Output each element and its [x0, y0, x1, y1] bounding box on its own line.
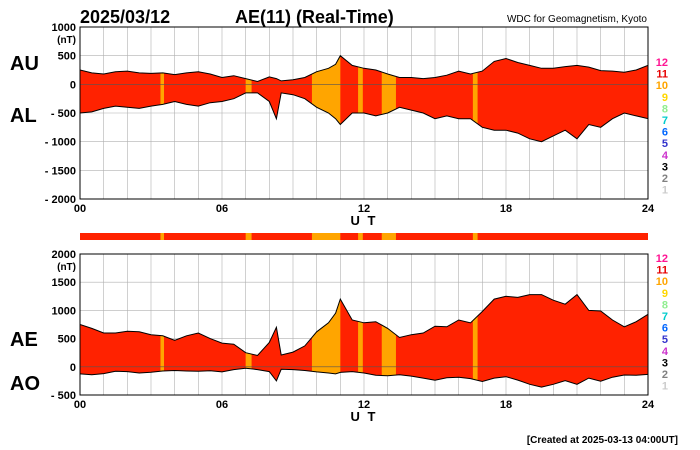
legend-count-6: 6 — [662, 127, 668, 139]
y-tick-label: - 2000 — [45, 194, 76, 206]
legend-count-7: 7 — [662, 115, 668, 127]
y-tick-label: 1000 — [52, 22, 76, 34]
legend-count-5: 5 — [662, 334, 668, 346]
legend-count-1: 1 — [662, 381, 668, 393]
chart-title: AE(11) (Real-Time) — [235, 7, 394, 27]
legend-count-2: 2 — [662, 369, 668, 381]
y-tick-label: 1500 — [52, 277, 76, 289]
station-bar-highlight — [381, 233, 396, 240]
station-bar-highlight — [358, 233, 363, 240]
x-tick-label: 24 — [642, 203, 655, 215]
highlight-band — [358, 294, 363, 388]
y-tick-label: - 500 — [51, 108, 76, 120]
plot-frame — [79, 253, 649, 396]
series-line-al — [80, 92, 648, 143]
legend-count-11: 11 — [656, 265, 668, 277]
series-line-ae — [80, 293, 648, 357]
legend-count-11: 11 — [656, 69, 668, 81]
side-label-ae: AE — [10, 329, 38, 351]
side-label-al: AL — [10, 105, 37, 127]
legend-count-9: 9 — [662, 288, 668, 300]
side-label-ao: AO — [10, 373, 40, 395]
area-fill — [80, 294, 648, 388]
y-tick-label: 1000 — [52, 305, 76, 317]
x-tick-label: 12 — [358, 399, 370, 411]
y-tick-label: - 1500 — [45, 165, 76, 177]
side-label-au: AU — [10, 53, 39, 75]
legend-count-8: 8 — [662, 299, 668, 311]
y-tick-label: - 1000 — [45, 137, 76, 149]
legend-count-1: 1 — [662, 185, 668, 197]
legend-count-10: 10 — [656, 80, 668, 92]
legend-count-2: 2 — [662, 173, 668, 185]
y-unit-label: (nT) — [57, 35, 76, 46]
legend-count-12: 12 — [656, 253, 668, 265]
legend-count-5: 5 — [662, 138, 668, 150]
series-line-au — [80, 54, 648, 83]
legend-count-3: 3 — [662, 357, 668, 369]
legend-count-3: 3 — [662, 161, 668, 173]
station-bar-highlight — [472, 233, 478, 240]
y-tick-label: 500 — [58, 334, 76, 346]
x-tick-label: 18 — [500, 399, 512, 411]
ae-ao-panel: 2000 1500 1000 500 0 - 500 (nT) 00 06 12 18 24 U T AE… — [10, 249, 655, 424]
x-axis-label: U T — [351, 213, 378, 228]
x-axis-label: U T — [351, 409, 378, 424]
x-tick-label: 06 — [216, 203, 228, 215]
legend-count-4: 4 — [662, 346, 669, 358]
station-bar-base — [80, 233, 648, 240]
legend-count-8: 8 — [662, 103, 668, 115]
highlight-band — [160, 294, 165, 388]
y-tick-label: 2000 — [52, 249, 76, 261]
x-tick-label: 12 — [358, 203, 370, 215]
y-tick-label: 0 — [70, 79, 76, 91]
date-title: 2025/03/12 — [80, 7, 170, 27]
source-label: WDC for Geomagnetism, Kyoto — [507, 14, 647, 25]
x-tick-label: 06 — [216, 399, 228, 411]
legend-count-10: 10 — [656, 276, 668, 288]
highlight-band — [472, 55, 478, 142]
x-tick-label: 18 — [500, 203, 512, 215]
created-timestamp: [Created at 2025-03-13 04:00UT] — [527, 435, 678, 446]
y-tick-label: - 500 — [51, 390, 76, 402]
plot-frame — [79, 26, 649, 200]
y-tick-label: 500 — [58, 51, 76, 63]
x-tick-label: 00 — [74, 399, 86, 411]
y-unit-label: (nT) — [57, 262, 76, 273]
highlight-band — [160, 55, 165, 142]
area-fill — [80, 55, 648, 142]
legend-count-6: 6 — [662, 323, 668, 335]
station-count-bar — [80, 233, 648, 240]
station-bar-highlight — [160, 233, 165, 240]
legend-count-9: 9 — [662, 92, 668, 104]
au-al-panel: 1000 500 0 - 500 - 1000 - 1500 - 2000 (nT) 00 06 1… — [10, 22, 655, 228]
highlight-band — [381, 294, 396, 388]
legend-count-12: 12 — [656, 57, 668, 69]
highlight-band — [472, 294, 478, 388]
x-tick-label: 00 — [74, 203, 86, 215]
legend-count-7: 7 — [662, 311, 668, 323]
x-tick-label: 24 — [642, 399, 655, 411]
highlight-band — [358, 55, 363, 142]
highlight-band — [245, 294, 252, 388]
station-bar-highlight — [245, 233, 252, 240]
y-tick-label: 0 — [70, 362, 76, 374]
legend-count-4: 4 — [662, 150, 669, 162]
station-bar-highlight — [311, 233, 341, 240]
series-line-ao — [80, 367, 648, 388]
